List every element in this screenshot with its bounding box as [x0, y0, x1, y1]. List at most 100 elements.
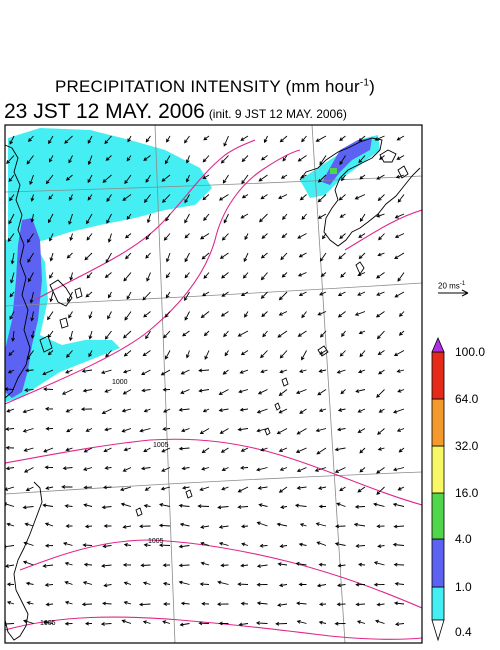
wind-arrow: [397, 389, 405, 393]
wind-arrow: [199, 233, 210, 240]
map-frame: [4, 124, 423, 644]
wind-arrow: [297, 155, 307, 162]
wind-arrow: [44, 465, 54, 470]
wind-arrow: [68, 213, 73, 225]
wind-arrow: [49, 233, 54, 242]
wind-arrow: [29, 174, 34, 185]
wind-arrow: [11, 330, 15, 342]
wind-arrow: [319, 330, 327, 338]
wind-arrow: [202, 194, 210, 201]
wind-arrow: [161, 447, 171, 453]
wind-arrow: [317, 194, 327, 203]
wind-arrow: [336, 602, 346, 607]
wind-arrow: [357, 291, 366, 296]
wind-arrow: [25, 581, 34, 586]
wind-arrow: [315, 428, 327, 433]
wind-arrow: [85, 428, 93, 432]
wind-arrow: [295, 447, 307, 453]
wind-arrow: [393, 601, 405, 606]
wind-arrow: [87, 155, 93, 166]
wind-arrow: [121, 428, 132, 433]
wind-arrow: [178, 544, 190, 549]
wind-arrow: [359, 350, 366, 358]
wind-arrow: [336, 369, 346, 374]
wind-arrow: [241, 542, 249, 547]
wind-arrow: [278, 583, 288, 588]
wind-arrow: [165, 252, 171, 263]
wind-arrow: [162, 620, 171, 625]
wind-arrow: [337, 563, 346, 568]
wind-arrow: [200, 561, 210, 566]
wind-arrow: [240, 465, 249, 470]
wind-arrow: [138, 602, 151, 607]
wind-arrow: [105, 252, 112, 264]
wind-arrow: [396, 135, 405, 141]
wind-arrow: [338, 194, 346, 201]
wind-arrow: [44, 583, 54, 587]
wind-arrow: [23, 467, 34, 473]
wind-arrow: [86, 272, 93, 279]
wind-arrow: [238, 389, 249, 394]
wind-arrow: [237, 427, 249, 432]
wind-arrow: [240, 291, 249, 297]
wind-arrow: [142, 581, 151, 586]
wind-arrow: [256, 428, 268, 433]
wind-arrow: [158, 523, 171, 528]
wind-arrow: [68, 155, 73, 164]
wind-arrow: [376, 486, 385, 495]
wind-arrow: [69, 194, 73, 202]
wind-arrow: [140, 466, 151, 471]
wind-arrow: [339, 135, 346, 141]
wind-arrow: [68, 311, 73, 319]
wind-arrow: [299, 194, 307, 201]
wind-arrow: [355, 602, 366, 607]
wind-arrow: [104, 466, 112, 470]
wind-arrow: [279, 544, 288, 549]
wind-arrow: [204, 350, 210, 360]
wind-arrow: [88, 311, 93, 320]
wind-arrow: [123, 272, 132, 282]
precip-spot-green: [330, 168, 337, 174]
wind-arrow: [22, 428, 34, 433]
wind-arrow: [278, 486, 288, 493]
wind-arrow: [339, 350, 346, 357]
wind-arrow: [239, 369, 249, 374]
wind-arrow: [8, 350, 15, 357]
wind-arrow: [295, 389, 307, 395]
wind-arrow: [185, 155, 190, 164]
wind-arrow: [318, 620, 327, 625]
wind-arrow: [101, 408, 112, 414]
wind-arrow: [218, 621, 229, 626]
wind-arrow: [85, 291, 93, 298]
wind-arrow: [82, 543, 93, 547]
wind-arrow: [281, 272, 288, 278]
wind-arrow: [6, 582, 15, 587]
wind-arrow: [7, 369, 15, 374]
wind-arrow: [146, 272, 151, 282]
wind-arrow: [108, 291, 112, 299]
wind-arrow: [30, 194, 35, 202]
wind-arrow: [240, 524, 249, 529]
wind-arrow: [180, 369, 190, 375]
wind-arrow: [334, 542, 346, 546]
wind-arrow: [6, 600, 15, 605]
isobar-label: 1005: [153, 442, 169, 449]
wind-arrow: [341, 330, 346, 337]
coastline-north-islands: [379, 149, 409, 179]
wind-arrow: [260, 291, 268, 299]
wind-arrow: [24, 522, 34, 527]
wind-arrow: [87, 174, 93, 184]
wind-arrow: [127, 135, 132, 143]
wind-arrow: [83, 562, 93, 567]
wind-arrow: [184, 272, 190, 279]
wind-arrow: [122, 467, 132, 472]
wind-arrow: [358, 135, 366, 142]
wind-arrow: [260, 194, 268, 200]
wind-arrow: [359, 467, 366, 473]
wind-arrow: [47, 213, 54, 224]
wind-arrow: [120, 486, 132, 492]
coastline-island-chain: [135, 261, 365, 517]
wind-arrow: [377, 194, 385, 202]
wind-arrow: [5, 564, 15, 568]
colorbar-tick-label: 32.0: [455, 439, 479, 453]
